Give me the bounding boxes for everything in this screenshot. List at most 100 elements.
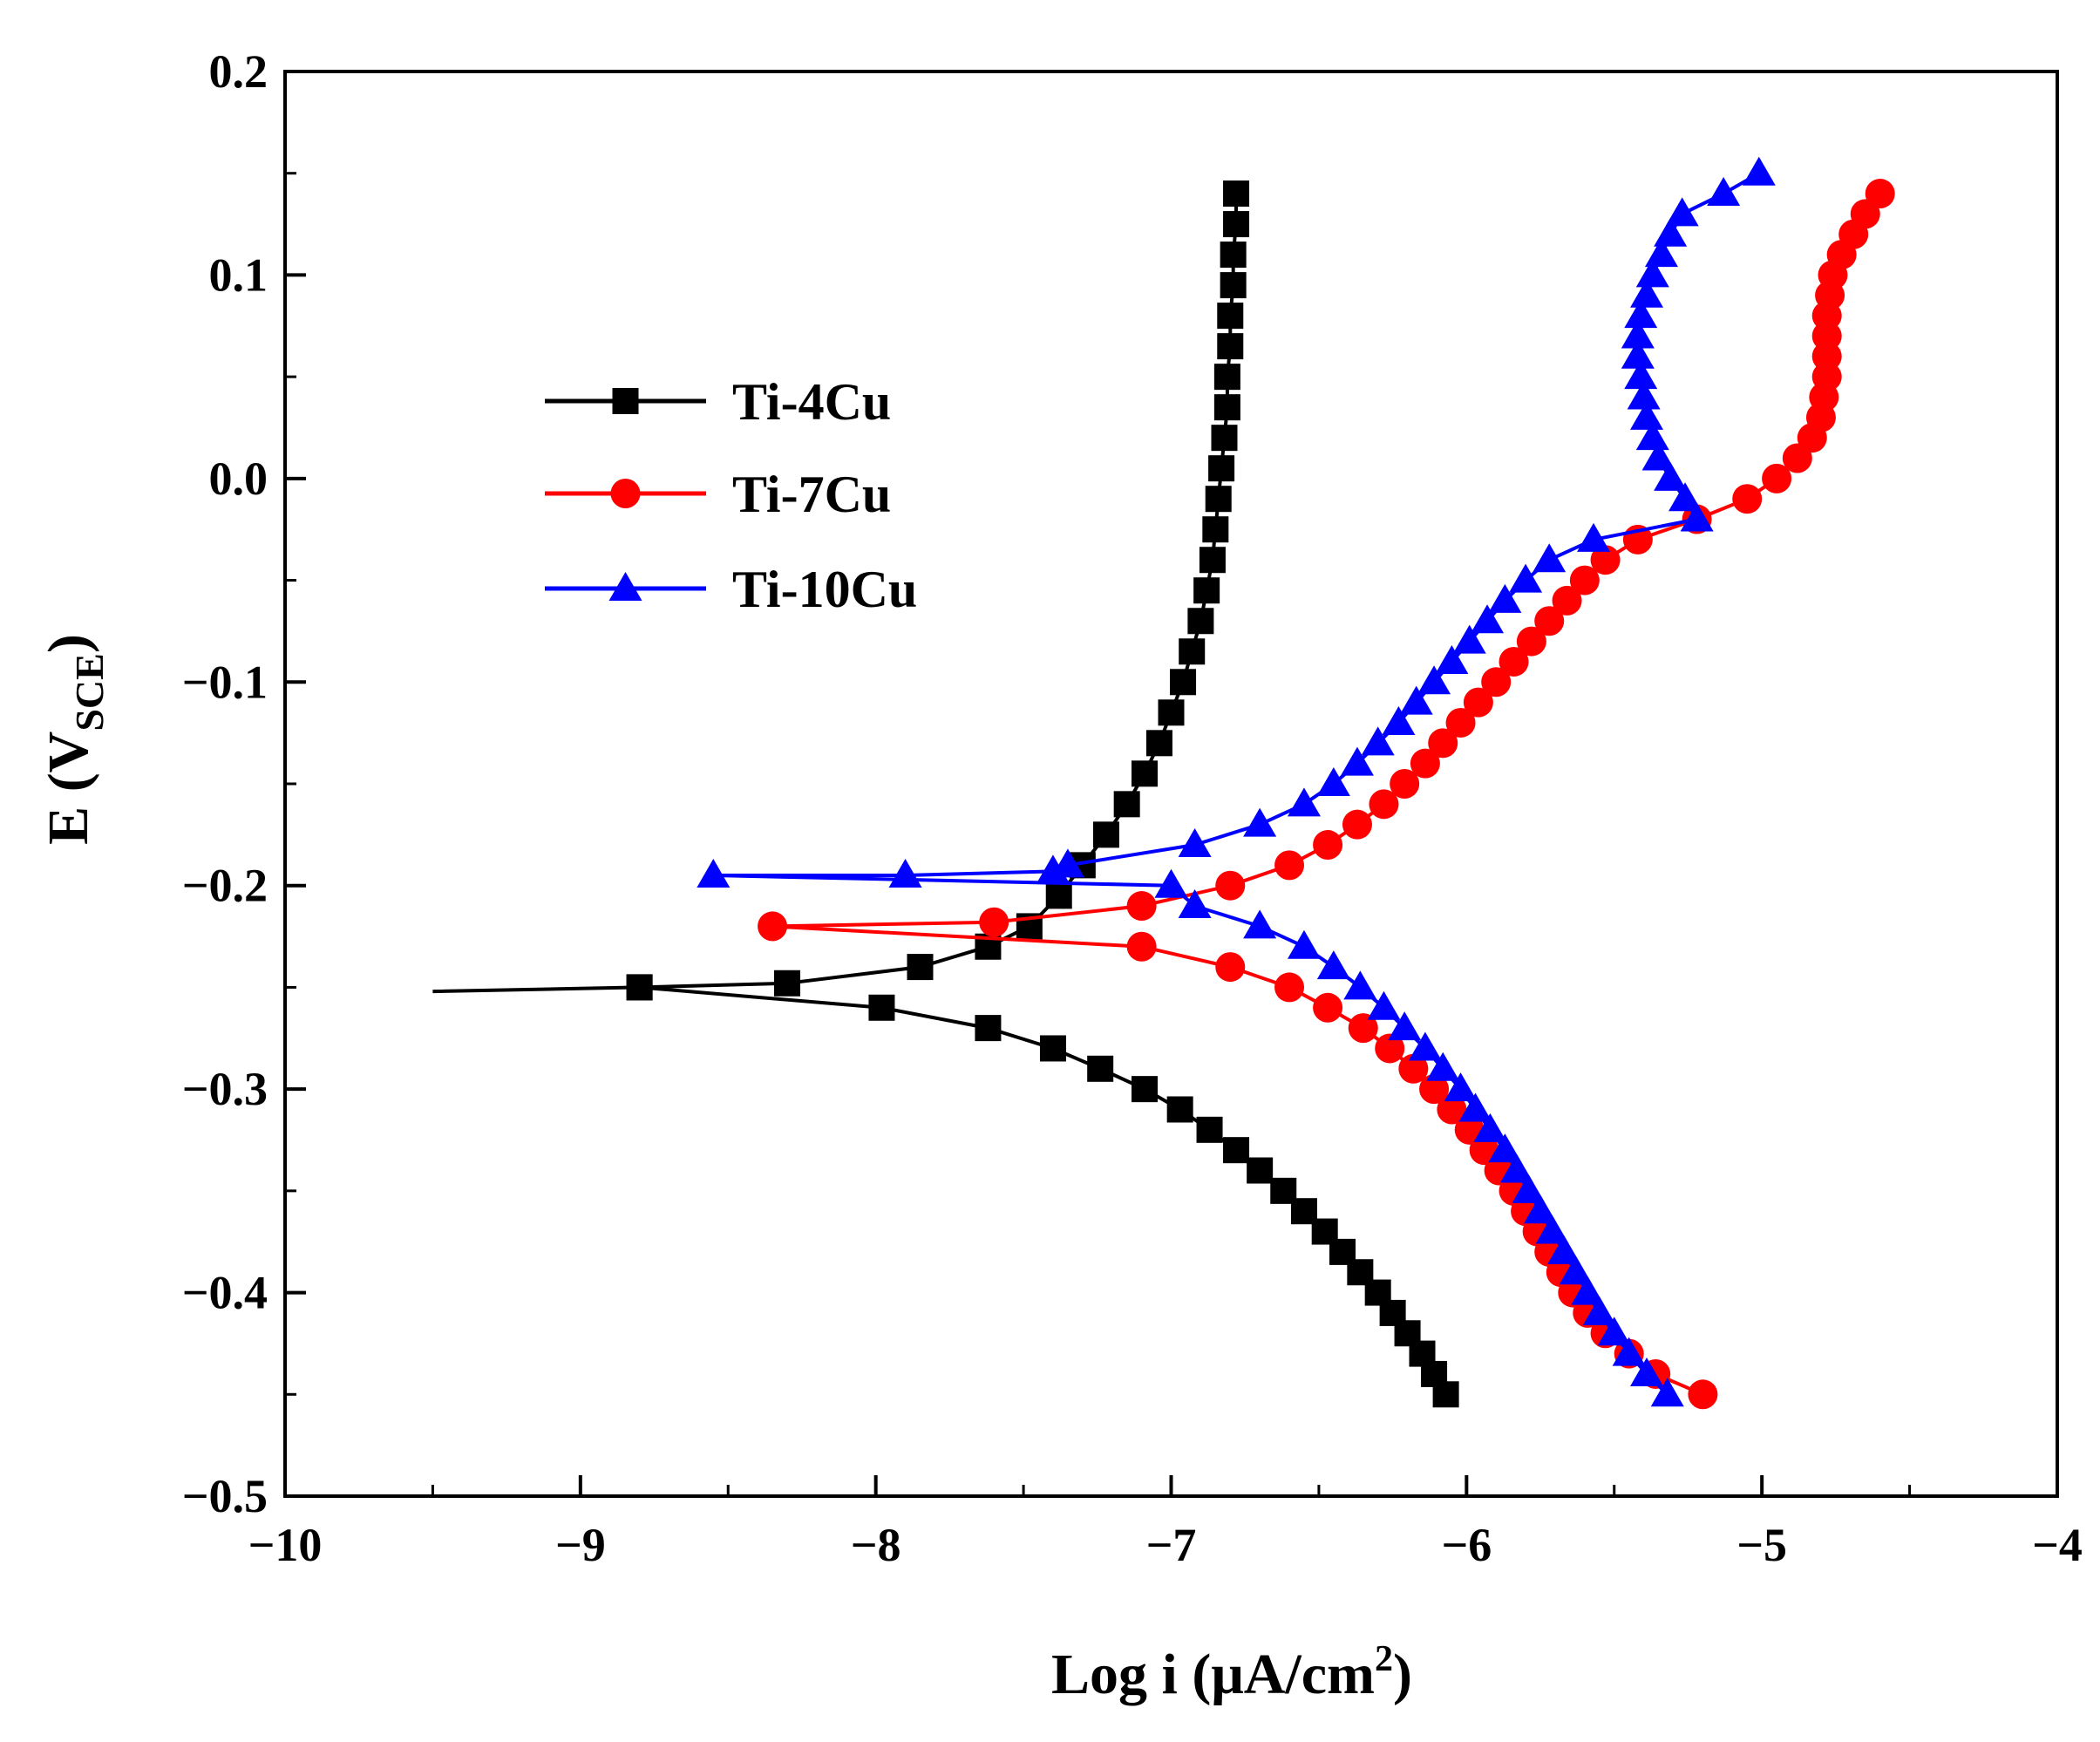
legend-item-ti-4cu: Ti-4Cu: [545, 373, 891, 431]
series-ti-4cu-point: [1145, 730, 1172, 757]
series-ti-7cu-point: [1850, 199, 1880, 229]
series-ti-4cu-point: [1211, 425, 1238, 452]
series-ti-7cu-point: [1348, 1013, 1378, 1044]
series-ti-7cu-point: [758, 911, 788, 942]
series-ti-4cu-point: [1217, 333, 1244, 360]
series-ti-10cu-point: [1343, 970, 1377, 1000]
series-ti-10cu-point: [1399, 685, 1433, 715]
series-ti-7cu: [758, 179, 1895, 1410]
series-ti-10cu-point: [1641, 441, 1675, 471]
series-ti-10cu-point: [1361, 726, 1395, 756]
y-tick-label: −0.4: [182, 1267, 268, 1319]
y-tick-label: 0.2: [209, 45, 268, 98]
series-ti-7cu-point: [1375, 1033, 1405, 1064]
series-ti-10cu-point: [1635, 258, 1669, 288]
series-ti-10cu-point: [1499, 1153, 1533, 1183]
series-ti-7cu-point: [1762, 463, 1792, 493]
series-ti-10cu-point: [1635, 421, 1669, 451]
series-ti-10cu-point: [1509, 563, 1543, 593]
series-ti-7cu-point: [1313, 992, 1343, 1023]
series-ti-10cu-point: [1488, 1133, 1522, 1163]
series-ti-10cu-point: [1488, 583, 1522, 613]
series-ti-10cu-point: [1571, 1276, 1605, 1305]
series-ti-10cu-point: [1680, 502, 1714, 532]
series-ti-4cu: [432, 180, 1459, 1408]
series-ti-7cu-point: [1516, 626, 1546, 657]
series-ti-7cu-point: [1126, 931, 1157, 962]
y-tick-label: −0.2: [182, 860, 268, 912]
series-ti-4cu-point: [774, 970, 801, 997]
series-ti-4cu-point: [1223, 1137, 1250, 1164]
y-tick-label: 0.0: [209, 453, 268, 505]
series-ti-10cu-point: [888, 859, 922, 888]
series-ti-7cu-point: [1410, 748, 1440, 779]
legend-label: Ti-4Cu: [732, 373, 891, 431]
series-ti-4cu-point: [1193, 577, 1220, 604]
series-ti-4cu-point: [1132, 1076, 1159, 1103]
series-ti-7cu-point: [1274, 850, 1305, 881]
series-ti-10cu-point: [1050, 848, 1084, 878]
series-ti-10cu-point: [1612, 1337, 1646, 1366]
series-ti-10cu-point: [1388, 1011, 1422, 1041]
legend-label: Ti-10Cu: [732, 561, 917, 618]
series-ti-7cu-point: [1437, 1094, 1467, 1125]
x-tick-label: −10: [248, 1519, 323, 1571]
series-ti-7cu-point: [1782, 443, 1812, 473]
legend-item-ti-7cu: Ti-7Cu: [545, 466, 891, 523]
series-ti-4cu-point: [1170, 669, 1197, 696]
series-ti-7cu-point: [1534, 606, 1565, 636]
legend-label: Ti-7Cu: [732, 466, 891, 523]
series-ti-7cu-point: [1369, 789, 1399, 820]
series-ti-10cu-point: [1316, 950, 1350, 980]
x-tick-label: −4: [2032, 1519, 2083, 1571]
series-ti-4cu-point: [1432, 1381, 1459, 1408]
y-tick-label: −0.3: [182, 1063, 268, 1115]
series-ti-4cu-point: [1158, 699, 1185, 726]
series-ti-7cu-point: [1552, 585, 1582, 616]
legend-swatch-marker: [608, 572, 642, 601]
series-ti-10cu-point: [1243, 807, 1277, 837]
series-ti-4cu-point: [1247, 1157, 1274, 1184]
series-ti-10cu-point: [1621, 339, 1655, 369]
series-ti-10cu-point: [1630, 1357, 1664, 1386]
x-tick-label: −5: [1736, 1519, 1787, 1571]
y-axis-title-sub: SCE: [67, 653, 112, 731]
series-ti-4cu-point: [1166, 1096, 1193, 1123]
series-ti-4cu-point: [1213, 394, 1240, 421]
series-ti-4cu-point: [1205, 486, 1232, 513]
series-ti-10cu-point: [1471, 604, 1505, 634]
series-ti-10cu-point: [1458, 1092, 1492, 1122]
series-ti-10cu-point: [1512, 1174, 1546, 1203]
series-ti-4cu-point: [907, 954, 934, 981]
x-axis-title: Log i (μA/cm2): [1051, 1639, 1412, 1706]
series-ti-7cu-point: [1398, 1053, 1429, 1084]
series-ti-7cu-point: [1215, 952, 1246, 983]
series-ti-7cu-point: [1481, 667, 1512, 697]
series-ti-10cu-point: [1742, 156, 1776, 186]
series-ti-10cu-point: [1287, 929, 1321, 959]
series-ti-4cu-point: [1213, 364, 1240, 391]
series-ti-10cu-point: [1577, 522, 1611, 552]
series-ti-7cu-point: [1811, 321, 1842, 351]
series-ti-7cu-point: [1126, 891, 1157, 922]
series-ti-10cu-point: [1630, 400, 1664, 430]
series-ti-10cu-point: [1473, 1113, 1507, 1142]
plot-frame: [283, 70, 2059, 1498]
series-ti-10cu-point: [1665, 197, 1699, 227]
x-tick-label: −6: [1441, 1519, 1492, 1571]
series-ti-10cu-point: [1535, 1215, 1569, 1244]
series-ti-10cu-point: [1533, 543, 1567, 573]
series-ti-7cu-point: [1590, 545, 1621, 575]
series-ti-10cu-cathodic-line: [713, 874, 1669, 1396]
series-ti-10cu-point: [1417, 665, 1451, 695]
series-ti-4cu-point: [1220, 272, 1247, 299]
x-tick-label: −7: [1146, 1519, 1197, 1571]
series-ti-7cu-point: [1313, 830, 1343, 861]
series-ti-4cu-point: [1208, 455, 1235, 482]
series-ti-7cu-point: [1215, 870, 1246, 901]
legend-item-ti-10cu: Ti-10Cu: [545, 561, 917, 618]
series-ti-10cu-point: [1547, 1235, 1581, 1264]
legend-swatch-marker: [612, 388, 639, 414]
series-ti-4cu-point: [1223, 180, 1250, 208]
series-ti-10cu-point: [1243, 909, 1277, 939]
